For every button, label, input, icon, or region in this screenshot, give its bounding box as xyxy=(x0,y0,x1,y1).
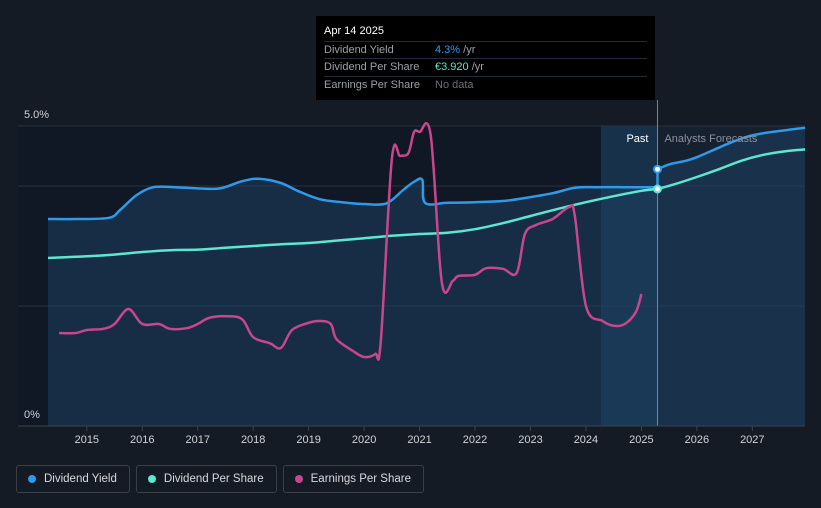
dividend-yield-marker xyxy=(652,164,662,174)
tooltip: Apr 14 2025 Dividend Yield 4.3% /yr Divi… xyxy=(316,16,655,100)
x-tick-label: 2017 xyxy=(185,434,209,446)
dividend-yield-area xyxy=(48,178,658,426)
x-tick-label: 2025 xyxy=(629,434,653,446)
dividend-yield-forecast-line xyxy=(656,126,806,171)
dividend-yield-line xyxy=(47,177,658,221)
past-label: Past xyxy=(626,133,648,145)
legend-label: Earnings Per Share xyxy=(310,473,411,485)
series-areas xyxy=(48,127,805,427)
legend-earnings-per-share[interactable]: Earnings Per Share xyxy=(282,465,424,493)
legend-dot-icon xyxy=(28,475,36,483)
dividend-per-share-forecast-line xyxy=(657,148,806,191)
dividend-yield-forecast-area xyxy=(657,127,805,427)
tooltip-date: Apr 14 2025 xyxy=(324,25,384,37)
legend-dividend-yield[interactable]: Dividend Yield xyxy=(16,465,130,493)
legend-dividend-per-share[interactable]: Dividend Per Share xyxy=(135,465,277,493)
tooltip-value: €3.920 xyxy=(435,61,469,73)
x-tick-label: 2027 xyxy=(740,434,764,446)
x-tick-label: 2016 xyxy=(130,434,154,446)
x-tick-label: 2022 xyxy=(463,434,487,446)
tooltip-row-dividend-per-share: Dividend Per Share €3.920 /yr xyxy=(324,58,647,76)
x-tick-label: 2018 xyxy=(241,434,265,446)
legend-dot-icon xyxy=(294,475,303,483)
x-axis: 2015 2016 2017 2018 2019 2020 2021 2022 2023 2024… xyxy=(18,425,805,446)
earnings-per-share-line xyxy=(59,121,643,361)
tooltip-value: 4.3% xyxy=(435,44,461,56)
series-lines xyxy=(47,121,806,361)
x-tick-label: 2023 xyxy=(518,434,542,446)
tooltip-unit: /yr xyxy=(468,61,484,73)
tooltip-label: Dividend Per Share xyxy=(324,61,420,73)
tooltip-label: Earnings Per Share xyxy=(324,79,420,91)
legend-dot-icon xyxy=(147,475,156,483)
x-tick-label: 2015 xyxy=(75,434,99,446)
x-tick-label: 2021 xyxy=(407,434,431,446)
tooltip-row-earnings-per-share: Earnings Per Share No data xyxy=(324,76,647,94)
tooltip-unit: /yr xyxy=(460,44,476,56)
dividend-per-share-line xyxy=(47,187,658,260)
legend: Dividend Yield Dividend Per Share Earnin… xyxy=(16,465,424,493)
legend-label: Dividend Per Share xyxy=(163,473,264,485)
tooltip-value: No data xyxy=(435,79,474,91)
series-markers xyxy=(652,164,662,194)
y-axis-label-top: 5.0% xyxy=(24,109,49,121)
tooltip-label: Dividend Yield xyxy=(324,44,394,56)
tooltip-row-dividend-yield: Dividend Yield 4.3% /yr xyxy=(324,41,647,59)
y-axis-label-bottom: 0% xyxy=(24,409,40,421)
dividend-chart: 5.0% 0% Past Analysts Forecasts 2015 2016… xyxy=(18,100,806,446)
x-tick-label: 2019 xyxy=(296,434,320,446)
dividend-per-share-marker xyxy=(652,184,662,194)
legend-label: Dividend Yield xyxy=(44,473,117,485)
x-tick-label: 2026 xyxy=(685,434,709,446)
x-tick-label: 2024 xyxy=(574,434,598,446)
forecast-label: Analysts Forecasts xyxy=(664,133,757,145)
x-tick-label: 2020 xyxy=(352,434,376,446)
